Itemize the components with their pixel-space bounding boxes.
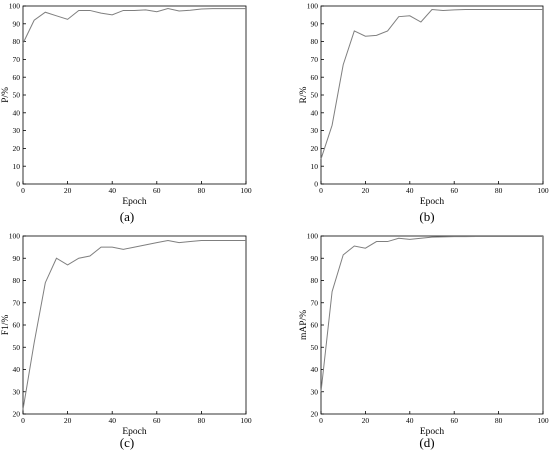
y-tick-label: 100 [307, 2, 319, 11]
y-tick-label: 90 [311, 254, 319, 263]
chart-panel-2: 0 20 40 60 80 1002030405060708090100EpochF1/%… [1, 232, 252, 450]
x-tick-label: 100 [240, 416, 252, 425]
x-tick-label: 0 [21, 416, 25, 425]
y-tick-label: 20 [311, 144, 319, 153]
chart-panel-3: 0 20 40 60 80 1002030405060708090100EpochmAP/… [299, 232, 549, 450]
x-axis-label: Epoch [122, 427, 147, 437]
x-tick-label: 80 [198, 416, 206, 425]
plot-frame [22, 235, 247, 415]
y-tick-label: 100 [307, 232, 319, 241]
y-tick-label: 70 [13, 55, 21, 64]
x-tick-label: 60 [153, 186, 161, 195]
y-tick-label: 80 [13, 37, 21, 46]
x-tick-label: 80 [495, 416, 503, 425]
y-tick-label: 80 [13, 276, 21, 285]
x-tick-label: 100 [537, 186, 549, 195]
x-tick-label: 20 [64, 186, 72, 195]
y-tick-label: 60 [311, 321, 319, 330]
chart-caption: (a) [120, 209, 134, 224]
y-tick-label: 60 [311, 73, 319, 82]
y-axis-label: P/% [1, 87, 11, 103]
chart-panel-0: 0 20 40 60 80 100 0 10 20 30 40 50 60 70 80 90 100 Epoch P… [1, 2, 252, 224]
x-axis-label: Epoch [122, 197, 147, 207]
series-line [22, 239, 246, 410]
plot-frame [320, 5, 544, 185]
y-tick-label: 70 [13, 298, 21, 307]
y-tick-label: 30 [13, 126, 21, 135]
series-line [320, 235, 543, 392]
y-tick-label: 30 [311, 126, 319, 135]
x-axis-label: Epoch [420, 197, 445, 207]
y-axis-label: R/% [299, 86, 309, 103]
y-tick-label: 60 [13, 321, 21, 330]
x-tick-label: 80 [198, 186, 206, 195]
x-tick-label: 0 [319, 186, 323, 195]
x-tick-label: 20 [362, 416, 370, 425]
y-tick-label: 10 [311, 162, 319, 171]
x-tick-label: 40 [406, 186, 414, 195]
y-tick-label: 90 [311, 19, 319, 28]
plot-frame [320, 235, 544, 415]
plot-frame [22, 5, 247, 185]
y-tick-label: 90 [13, 254, 21, 263]
y-axis-label: mAP/% [299, 310, 309, 340]
y-tick-label: 40 [13, 365, 21, 374]
x-tick-label: 40 [108, 186, 116, 195]
y-tick-label: 50 [13, 91, 21, 100]
y-axis-label: F1/% [1, 315, 11, 336]
y-tick-label: 20 [13, 144, 21, 153]
x-tick-label: 60 [450, 416, 458, 425]
x-tick-label: 100 [537, 416, 549, 425]
y-tick-label: 50 [13, 343, 21, 352]
series-line [22, 7, 246, 44]
y-tick-label: 0 [16, 180, 20, 189]
x-tick-label: 20 [64, 416, 72, 425]
y-tick-label: 100 [9, 2, 21, 11]
y-tick-label: 60 [13, 73, 21, 82]
y-tick-label: 90 [13, 19, 21, 28]
x-tick-label: 0 [21, 186, 25, 195]
x-tick-label: 100 [240, 186, 252, 195]
y-tick-label: 100 [9, 232, 21, 241]
x-tick-label: 80 [495, 186, 503, 195]
y-tick-label: 30 [13, 387, 21, 396]
y-tick-label: 40 [311, 108, 319, 117]
y-tick-label: 30 [311, 387, 319, 396]
x-tick-label: 40 [406, 416, 414, 425]
series-line [320, 9, 543, 160]
y-tick-label: 80 [311, 37, 319, 46]
y-tick-label: 20 [311, 410, 319, 419]
chart-caption: (d) [419, 435, 434, 450]
x-tick-label: 60 [450, 186, 458, 195]
x-tick-label: 60 [153, 416, 161, 425]
y-tick-label: 50 [311, 91, 319, 100]
y-tick-label: 20 [13, 410, 21, 419]
x-axis-label: Epoch [420, 427, 445, 437]
y-tick-label: 70 [311, 298, 319, 307]
y-tick-label: 40 [13, 108, 21, 117]
y-tick-label: 40 [311, 365, 319, 374]
chart-panel-1: 0 20 40 60 80 100 0 10 20 30 40 50 60 70 80 90 100 Epoch R… [299, 2, 549, 224]
y-tick-label: 80 [311, 276, 319, 285]
x-tick-label: 20 [362, 186, 370, 195]
y-tick-label: 0 [314, 180, 318, 189]
y-tick-label: 50 [311, 343, 319, 352]
y-tick-label: 10 [13, 162, 21, 171]
chart-caption: (c) [120, 435, 134, 450]
x-tick-label: 40 [108, 416, 116, 425]
chart-caption: (b) [419, 209, 434, 224]
y-tick-label: 70 [311, 55, 319, 64]
x-tick-label: 0 [319, 416, 323, 425]
